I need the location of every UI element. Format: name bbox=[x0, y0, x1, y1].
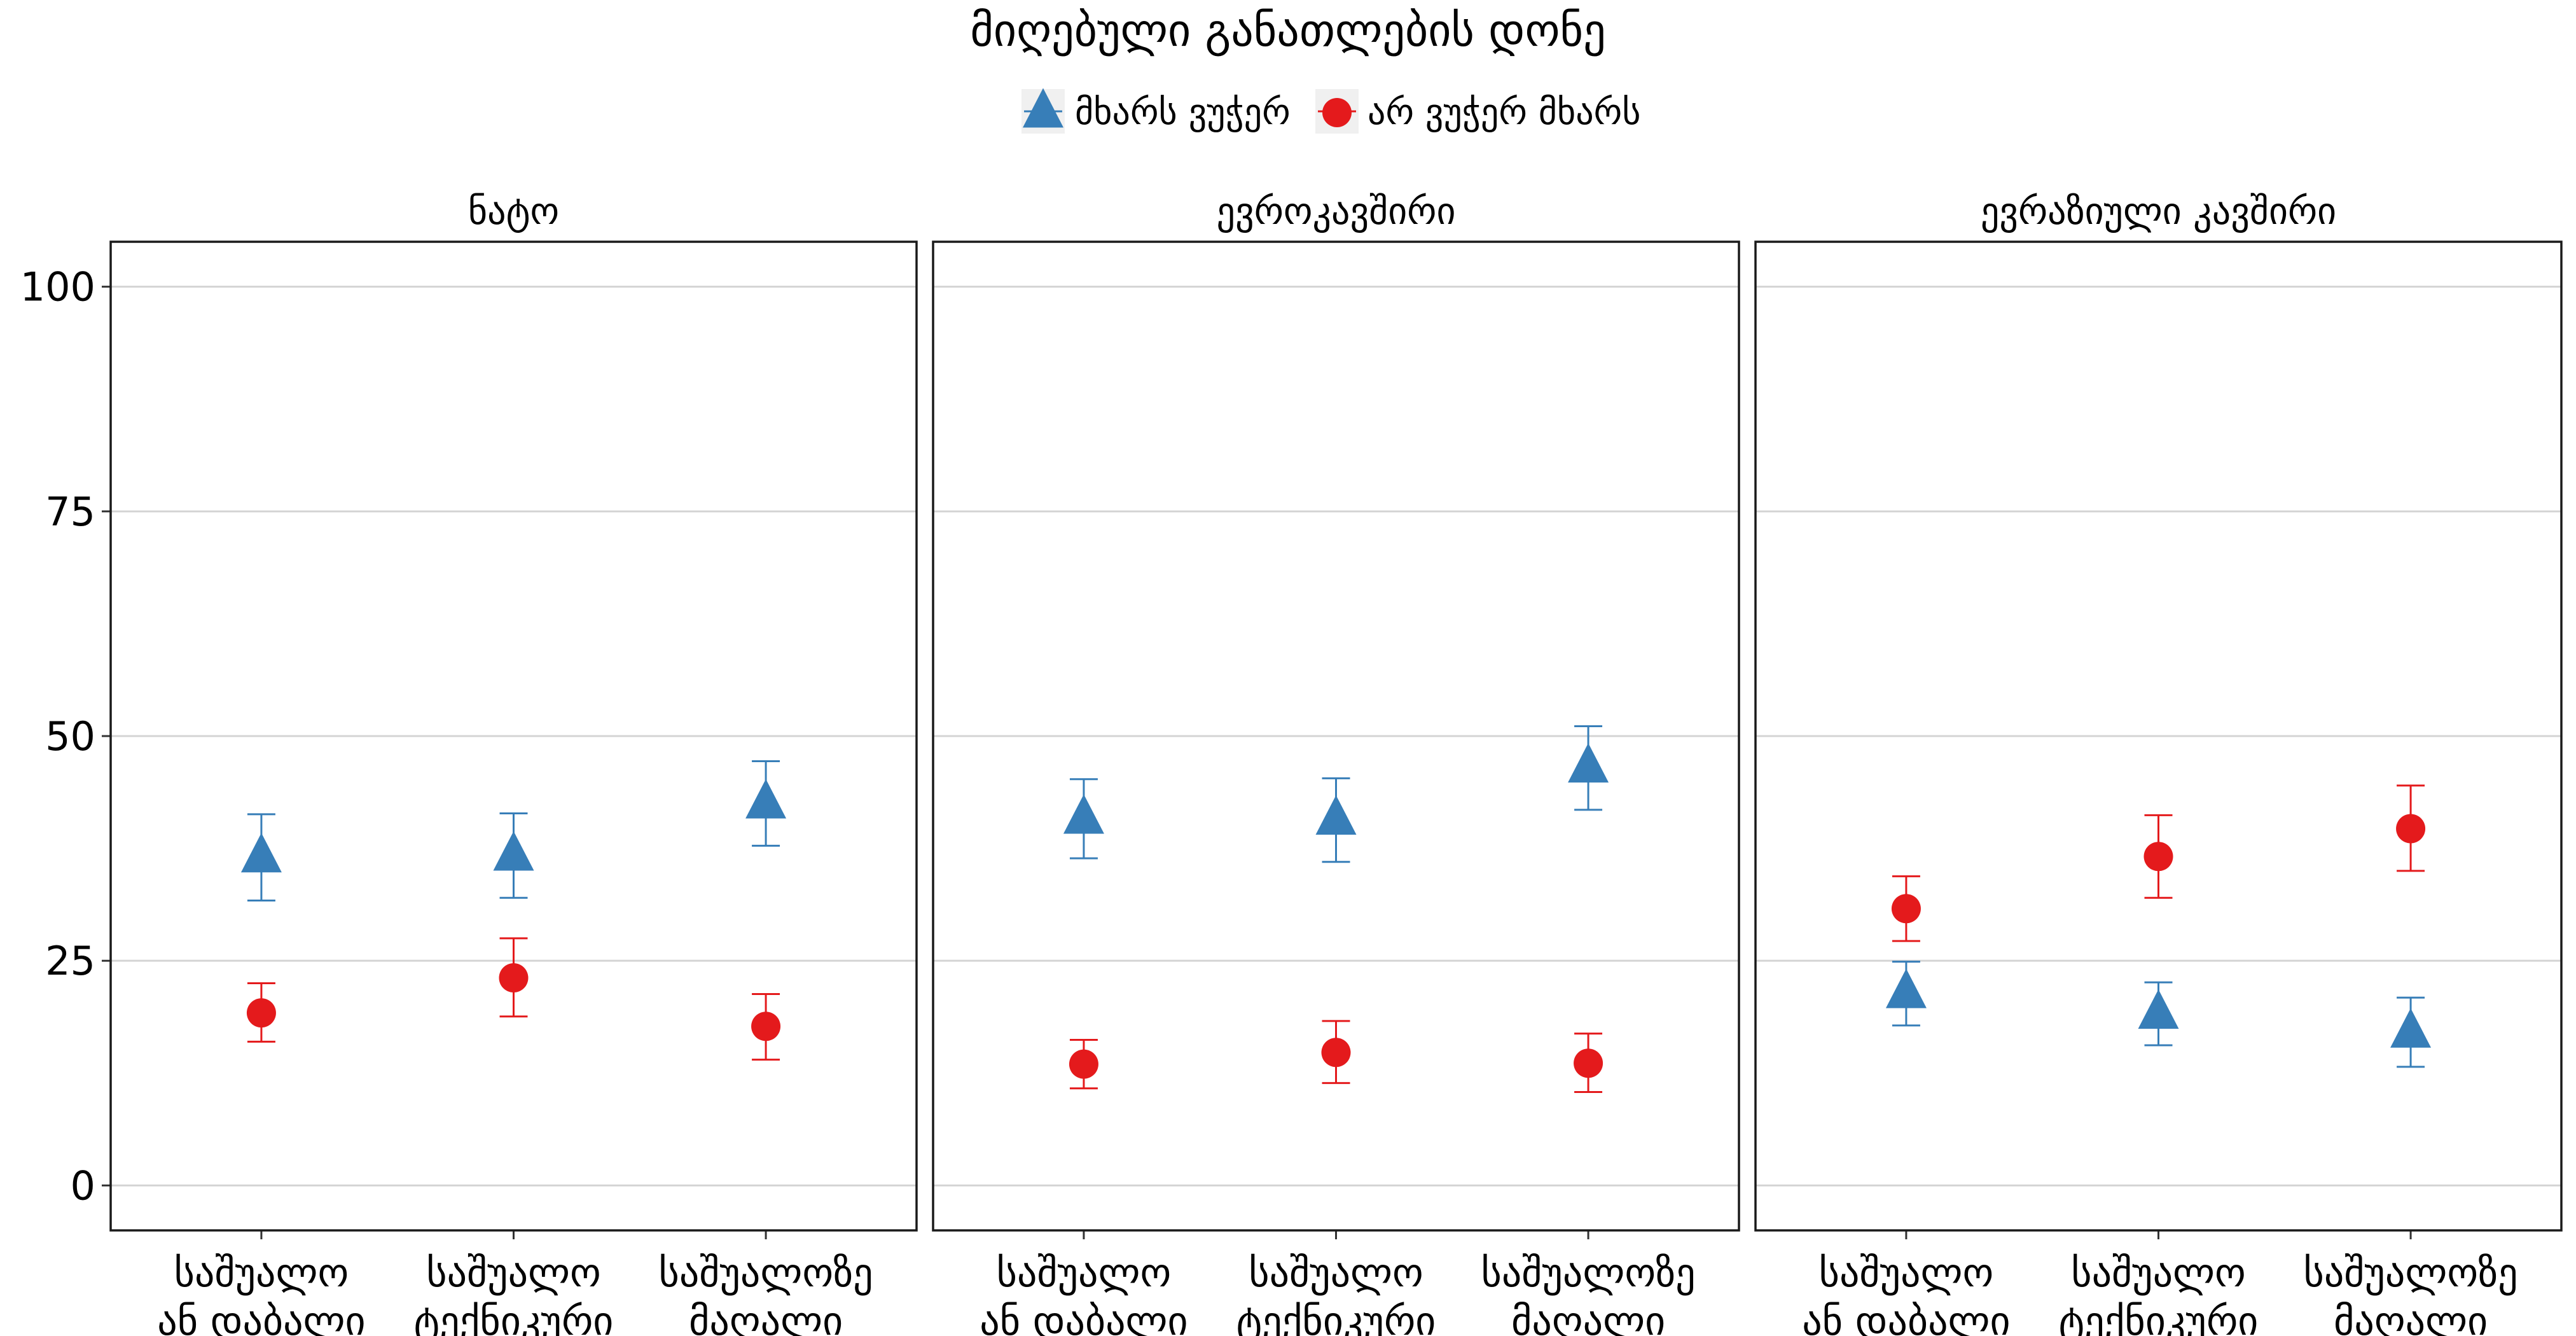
x-tick-label: საშუალო ან დაბალი bbox=[1802, 1249, 2010, 1336]
facet-title: ევროკავშირი bbox=[1217, 190, 1456, 233]
data-point bbox=[1568, 743, 1609, 783]
legend-item: მხარს ვუჭერ bbox=[1021, 88, 1291, 134]
legend-label: არ ვუჭერ მხარს bbox=[1368, 92, 1641, 133]
data-point bbox=[745, 779, 787, 819]
panel-border bbox=[109, 240, 918, 1232]
x-tick-label-line: საშუალო bbox=[997, 1249, 1172, 1296]
data-point bbox=[2143, 842, 2173, 872]
chart-title: მიღებული განათლების დონე bbox=[970, 4, 1605, 57]
x-tick-label-line: საშუალო bbox=[174, 1249, 349, 1296]
x-tick-label: საშუალოზე მაღალი bbox=[659, 1249, 873, 1336]
data-point bbox=[2390, 1008, 2432, 1048]
data-point bbox=[240, 833, 282, 873]
data-point bbox=[1891, 894, 1921, 924]
facet-title: ნატო bbox=[468, 190, 559, 233]
x-tick-label: საშუალო ტექნიკური bbox=[1236, 1249, 1436, 1336]
data-point bbox=[1069, 1049, 1098, 1079]
x-tick-label-line: ტექნიკური bbox=[2059, 1298, 2259, 1336]
x-tick-label-line: ტექნიკური bbox=[414, 1298, 614, 1336]
x-tick-label: საშუალო ტექნიკური bbox=[2059, 1249, 2259, 1336]
data-point bbox=[1885, 968, 1927, 1008]
x-tick-label: საშუალოზე მაღალი bbox=[2304, 1249, 2518, 1336]
data-point bbox=[493, 831, 534, 871]
x-tick-label: საშუალო ან დაბალი bbox=[157, 1249, 365, 1336]
y-tick-label: 50 bbox=[45, 713, 95, 760]
x-tick-label-line: ან დაბალი bbox=[980, 1298, 1188, 1336]
panel-border bbox=[1754, 240, 2563, 1232]
data-point bbox=[1321, 1038, 1351, 1068]
x-tick-label-line: საშუალოზე bbox=[1481, 1249, 1696, 1296]
data-point bbox=[1315, 795, 1357, 835]
data-point bbox=[499, 963, 529, 993]
legend: მხარს ვუჭერ არ ვუჭერ მხარს bbox=[1021, 88, 1641, 134]
x-tick-label-line: საშუალოზე bbox=[2304, 1249, 2518, 1296]
legend-label: მხარს ვუჭერ bbox=[1075, 92, 1291, 133]
x-tick-label-line: მაღალი bbox=[2334, 1298, 2488, 1336]
data-point bbox=[1574, 1048, 1603, 1078]
x-tick-label: საშუალო ტექნიკური bbox=[414, 1249, 614, 1336]
x-tick-label-line: საშუალო bbox=[1819, 1249, 1994, 1296]
x-tick-label: საშუალო ან დაბალი bbox=[980, 1249, 1188, 1336]
x-tick-label-line: საშუალო bbox=[426, 1249, 601, 1296]
legend-item: არ ვუჭერ მხარს bbox=[1315, 89, 1641, 134]
y-tick-label: 100 bbox=[20, 264, 95, 310]
data-point bbox=[1063, 794, 1104, 834]
data-point bbox=[246, 998, 276, 1028]
y-tick-label: 0 bbox=[71, 1162, 95, 1209]
x-tick-label: საშუალოზე მაღალი bbox=[1481, 1249, 1696, 1336]
triangle-marker-icon bbox=[1023, 88, 1063, 128]
data-point bbox=[2396, 814, 2426, 844]
x-tick-label-line: მაღალი bbox=[1511, 1298, 1665, 1336]
x-tick-label-line: ან დაბალი bbox=[1802, 1298, 2010, 1336]
x-tick-label-line: ან დაბალი bbox=[157, 1298, 365, 1336]
x-tick-label-line: საშუალო bbox=[1249, 1249, 1423, 1296]
x-tick-label-line: მაღალი bbox=[689, 1298, 843, 1336]
y-tick-label: 25 bbox=[45, 938, 95, 984]
data-point bbox=[751, 1012, 781, 1041]
facet-title: ევრაზიული კავშირი bbox=[1981, 190, 2336, 233]
y-tick-label: 75 bbox=[45, 489, 95, 535]
x-tick-label-line: საშუალო bbox=[2071, 1249, 2246, 1296]
x-tick-label-line: საშუალოზე bbox=[659, 1249, 873, 1296]
data-point bbox=[2138, 989, 2179, 1029]
circle-marker-icon bbox=[1322, 98, 1352, 127]
panel-border bbox=[932, 240, 1740, 1232]
x-tick-label-line: ტექნიკური bbox=[1236, 1298, 1436, 1336]
